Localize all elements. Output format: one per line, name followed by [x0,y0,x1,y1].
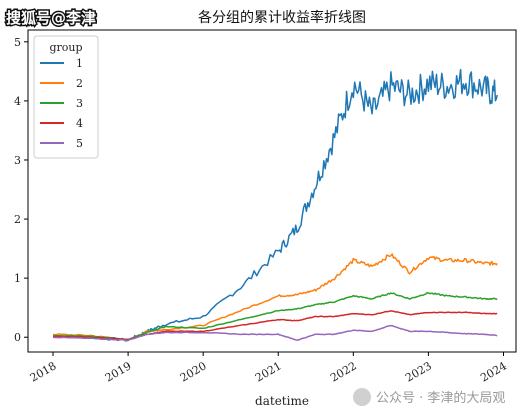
y-tick-label: 2 [14,213,21,226]
y-tick-label: 4 [14,95,21,108]
legend-label-2: 2 [76,77,83,90]
y-tick-label: 1 [14,272,21,285]
legend-box [33,35,99,159]
y-tick-label: 0 [14,331,21,344]
chart-title: 各分组的累计收益率折线图 [198,9,366,26]
legend-label-5: 5 [76,137,83,150]
wechat-icon [353,388,371,406]
plot-frame [27,29,517,353]
legend-label-3: 3 [76,97,83,110]
y-tick-label: 3 [14,154,21,167]
watermark-top: 搜狐号@李津 [6,9,96,27]
legend-label-1: 1 [76,57,83,70]
legend-label-4: 4 [76,117,83,130]
series-line-1 [52,68,498,342]
y-tick-label: 5 [14,36,21,49]
legend: group 1 2 3 4 5 [33,35,99,159]
x-axis-label: datetime [255,394,309,408]
series-line-5 [52,324,498,342]
series-line-3 [52,291,498,341]
y-axis-ticks: 0 1 2 3 4 5 [14,36,28,344]
plot-area [27,29,517,353]
watermark-bottom-group: 公众号 · 李津的大局观 [353,388,505,406]
legend-title: group [49,41,82,54]
watermark-bottom: 公众号 · 李津的大局观 [376,390,505,406]
